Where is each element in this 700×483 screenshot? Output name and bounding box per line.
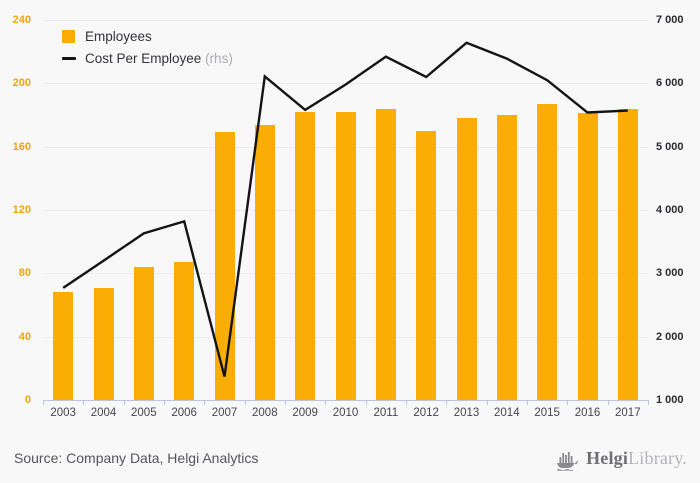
x-axis-label-2016: 2016 (574, 407, 601, 419)
x-axis-tick (244, 400, 246, 405)
left-axis-label-80: 80 (18, 267, 31, 280)
bar-2014 (496, 115, 517, 400)
legend-item-cost-per-employee: Cost Per Employee (rhs) (62, 47, 233, 69)
left-axis-label-40: 40 (18, 330, 31, 343)
bar-2015 (537, 103, 558, 400)
brand-library: Library. (628, 448, 687, 468)
plot-area: Employees Cost Per Employee (rhs) (43, 20, 648, 401)
x-axis-label-2015: 2015 (534, 407, 560, 419)
bar-2005 (133, 267, 154, 400)
x-axis-label-2012: 2012 (413, 407, 439, 419)
brand-logo: HelgiLibrary. (556, 446, 687, 471)
employees-swatch-icon (62, 29, 75, 43)
gridline-240 (43, 20, 648, 21)
source-note: Source: Company Data, Helgi Analytics (14, 450, 259, 466)
bar-2016 (577, 113, 598, 400)
x-axis-label-2006: 2006 (171, 407, 197, 419)
x-axis-tick (406, 400, 407, 405)
right-axis-label-2000: 2 000 (656, 330, 684, 343)
x-axis-label-2003: 2003 (50, 407, 76, 419)
left-axis-label-0: 0 (24, 394, 31, 406)
bar-2013 (456, 118, 477, 400)
bar-2008 (254, 124, 275, 400)
x-axis-tick (43, 400, 44, 405)
x-axis-tick (123, 400, 125, 405)
right-axis-label-1000: 1 000 (656, 394, 684, 406)
bar-2006 (174, 262, 195, 400)
bar-2011 (375, 108, 396, 400)
left-axis-label-120: 120 (12, 204, 31, 216)
brand-text: HelgiLibrary. (586, 448, 687, 469)
right-axis-label-4000: 4 000 (656, 204, 684, 216)
brand-helgi: Helgi (586, 448, 629, 468)
x-axis-label-2005: 2005 (131, 407, 157, 419)
x-axis-tick (285, 400, 286, 405)
helgi-ship-icon (557, 452, 578, 471)
left-axis-label-200: 200 (12, 77, 31, 90)
x-axis-line (43, 400, 648, 401)
right-axis-label-5000: 5 000 (656, 140, 684, 153)
bar-2003 (53, 292, 74, 400)
x-axis-label-2017: 2017 (615, 407, 641, 419)
x-axis-tick (83, 400, 85, 405)
x-axis-label-2008: 2008 (252, 407, 278, 419)
x-axis-label-2014: 2014 (494, 407, 520, 419)
x-axis-tick (567, 400, 569, 405)
x-axis-label-2011: 2011 (373, 407, 399, 419)
legend-label-rhs: (rhs) (201, 50, 233, 66)
right-axis-label-3000: 3 000 (656, 267, 684, 280)
x-axis-label-2009: 2009 (292, 407, 318, 419)
x-axis-tick (365, 400, 367, 405)
legend: Employees Cost Per Employee (rhs) (62, 25, 233, 69)
legend-label-employees: Employees (85, 28, 152, 44)
x-axis-label-2013: 2013 (453, 407, 480, 419)
legend-item-employees: Employees (62, 25, 233, 47)
footer: Source: Company Data, Helgi Analytics He… (0, 440, 700, 483)
x-axis-tick (486, 400, 488, 405)
x-axis-label-2004: 2004 (90, 407, 117, 419)
bar-2012 (416, 130, 437, 400)
x-axis-tick (325, 400, 327, 405)
x-axis-tick (607, 400, 609, 405)
line-series-cost-per-employee (62, 41, 628, 377)
right-axis-label-7000: 7 000 (656, 14, 684, 26)
bar-2004 (93, 287, 114, 400)
line-swatch-icon (62, 56, 76, 60)
bar-2010 (335, 111, 356, 400)
x-axis-tick (204, 400, 206, 405)
right-axis-label-6000: 6 000 (656, 77, 684, 90)
left-axis-label-160: 160 (12, 140, 31, 153)
x-axis-tick (527, 400, 528, 405)
legend-label-cost: Cost Per Employee (rhs) (85, 50, 233, 66)
x-axis-label-2007: 2007 (211, 407, 238, 419)
left-axis-label-240: 240 (12, 14, 31, 26)
x-axis-label-2010: 2010 (332, 407, 359, 419)
x-axis-tick (446, 400, 448, 405)
bar-2017 (617, 108, 638, 400)
x-axis-tick (164, 400, 165, 405)
x-axis-tick (648, 400, 649, 405)
bar-2009 (295, 111, 316, 400)
